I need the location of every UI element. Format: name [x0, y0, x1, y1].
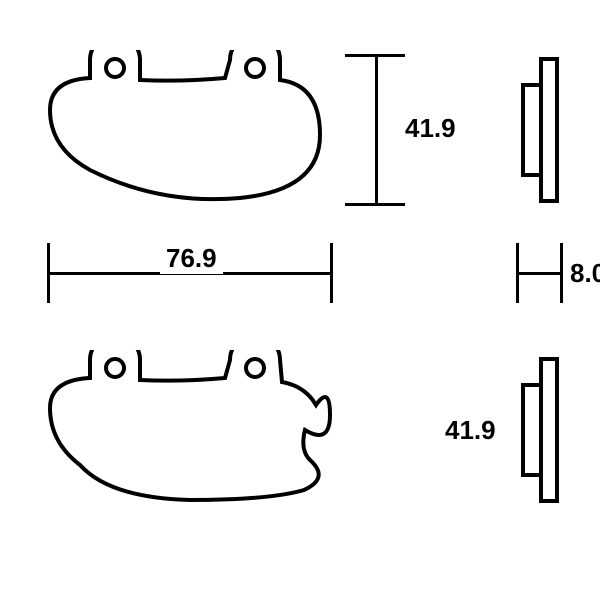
- brake-pad-bottom-side: [515, 355, 565, 505]
- brake-pad-bottom-front: [40, 350, 340, 510]
- brake-pad-top-side: [515, 55, 565, 205]
- dim-tick-w-right: [330, 243, 333, 303]
- dim-label-h2: 41.9: [445, 415, 496, 446]
- dim-tick-h1-top: [345, 54, 405, 57]
- dim-label-h1: 41.9: [405, 113, 456, 144]
- dim-tick-h1-bot: [345, 203, 405, 206]
- brake-pad-top-front: [40, 50, 330, 210]
- dim-line-h1-main: [375, 55, 378, 205]
- dim-line-t-main: [517, 272, 563, 275]
- dim-tick-t-left: [516, 243, 519, 303]
- dim-label-w: 76.9: [160, 243, 223, 274]
- dim-tick-t-right: [560, 243, 563, 303]
- dim-tick-w-left: [47, 243, 50, 303]
- dim-label-t: 8.0: [570, 258, 600, 289]
- diagram-container: { "diagram": { "type": "engineering-draw…: [0, 0, 600, 600]
